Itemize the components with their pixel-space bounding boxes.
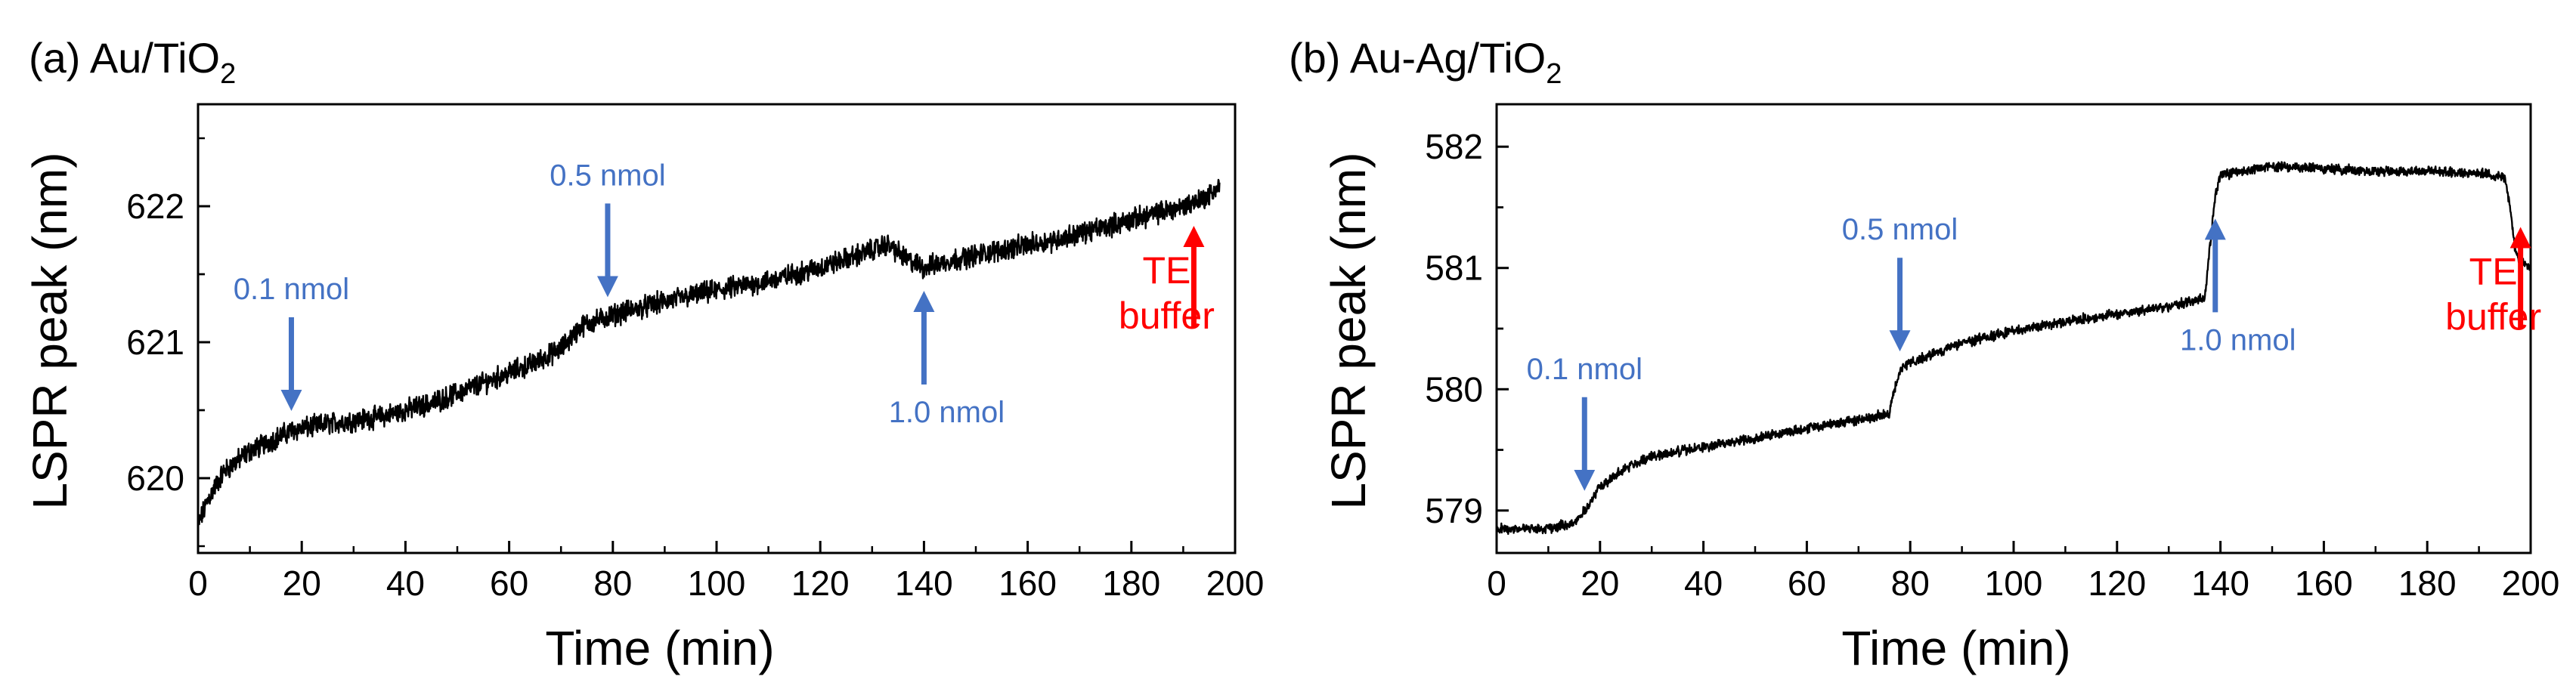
panel-a-title: (a) Au/TiO2 xyxy=(29,34,236,90)
x-tick-label: 100 xyxy=(688,564,746,603)
annotation-label: 0.1 nmol xyxy=(1527,353,1643,386)
annotation-label: 0.5 nmol xyxy=(550,159,665,192)
panel-a-ylabel: LSPR peak (nm) xyxy=(23,152,77,509)
panel-a-trace-line xyxy=(197,178,1221,526)
x-tick-label: 60 xyxy=(1788,564,1826,603)
x-tick-label: 140 xyxy=(2191,564,2249,603)
panel-b-axes: 0 20 40 60 80 100 120 140 160 180 200 579 580 581 582 xyxy=(1425,103,2560,603)
y-tick-label: 580 xyxy=(1425,369,1483,409)
x-tick-label: 120 xyxy=(2088,564,2146,603)
x-tick-label: 200 xyxy=(1206,564,1265,603)
annotation-label: TE xyxy=(2469,250,2518,292)
x-tick-label: 160 xyxy=(2295,564,2353,603)
panel-b-trace-line xyxy=(1495,161,2531,536)
x-tick-label: 0 xyxy=(1487,564,1506,603)
x-tick-label: 80 xyxy=(1891,564,1930,603)
y-tick-label: 621 xyxy=(126,323,184,362)
annotation-label: buffer xyxy=(2445,295,2541,338)
annotation-label: 1.0 nmol xyxy=(2180,323,2296,357)
annotation-label: 1.0 nmol xyxy=(889,396,1005,429)
panel-b-title: (b) Au-Ag/TiO2 xyxy=(1289,34,1562,90)
panel-a-frame xyxy=(197,103,1237,554)
y-tick-label: 582 xyxy=(1425,127,1483,166)
y-tick-label: 581 xyxy=(1425,249,1483,288)
annotation-label: 0.1 nmol xyxy=(234,273,349,306)
x-tick-label: 20 xyxy=(1581,564,1619,603)
x-tick-label: 140 xyxy=(895,564,953,603)
panel-a-xlabel: Time (min) xyxy=(545,621,774,675)
x-tick-label: 160 xyxy=(999,564,1057,603)
panel-a: (a) Au/TiO2 LSPR peak (nm) Time (min) 0 2… xyxy=(23,34,1264,675)
panel-a-axes: 0 20 40 60 80 100 120 140 160 180 200 620 621 622 xyxy=(126,103,1265,603)
x-tick-label: 0 xyxy=(188,564,208,603)
x-tick-label: 40 xyxy=(1684,564,1723,603)
x-tick-label: 180 xyxy=(1102,564,1160,603)
x-tick-label: 60 xyxy=(490,564,528,603)
y-tick-label: 620 xyxy=(126,459,184,498)
annotation-label: TE xyxy=(1142,249,1190,292)
panel-b-xlabel: Time (min) xyxy=(1841,621,2070,675)
annotation-label: 0.5 nmol xyxy=(1842,213,1958,246)
annotation-label: buffer xyxy=(1119,295,1215,337)
y-tick-label: 622 xyxy=(126,187,184,226)
x-tick-label: 200 xyxy=(2502,564,2560,603)
panel-a-trace-group xyxy=(197,178,1221,526)
y-tick-label: 579 xyxy=(1425,491,1483,530)
x-tick-label: 40 xyxy=(386,564,425,603)
panel-b-ylabel: LSPR peak (nm) xyxy=(1321,152,1376,509)
x-tick-label: 80 xyxy=(593,564,632,603)
x-tick-label: 100 xyxy=(1985,564,2043,603)
x-tick-label: 180 xyxy=(2398,564,2457,603)
panel-b: (b) Au-Ag/TiO2 LSPR peak (nm) Time (min)… xyxy=(1289,34,2559,675)
x-tick-label: 120 xyxy=(791,564,850,603)
panel-b-trace-group xyxy=(1495,161,2531,536)
x-tick-label: 20 xyxy=(283,564,321,603)
